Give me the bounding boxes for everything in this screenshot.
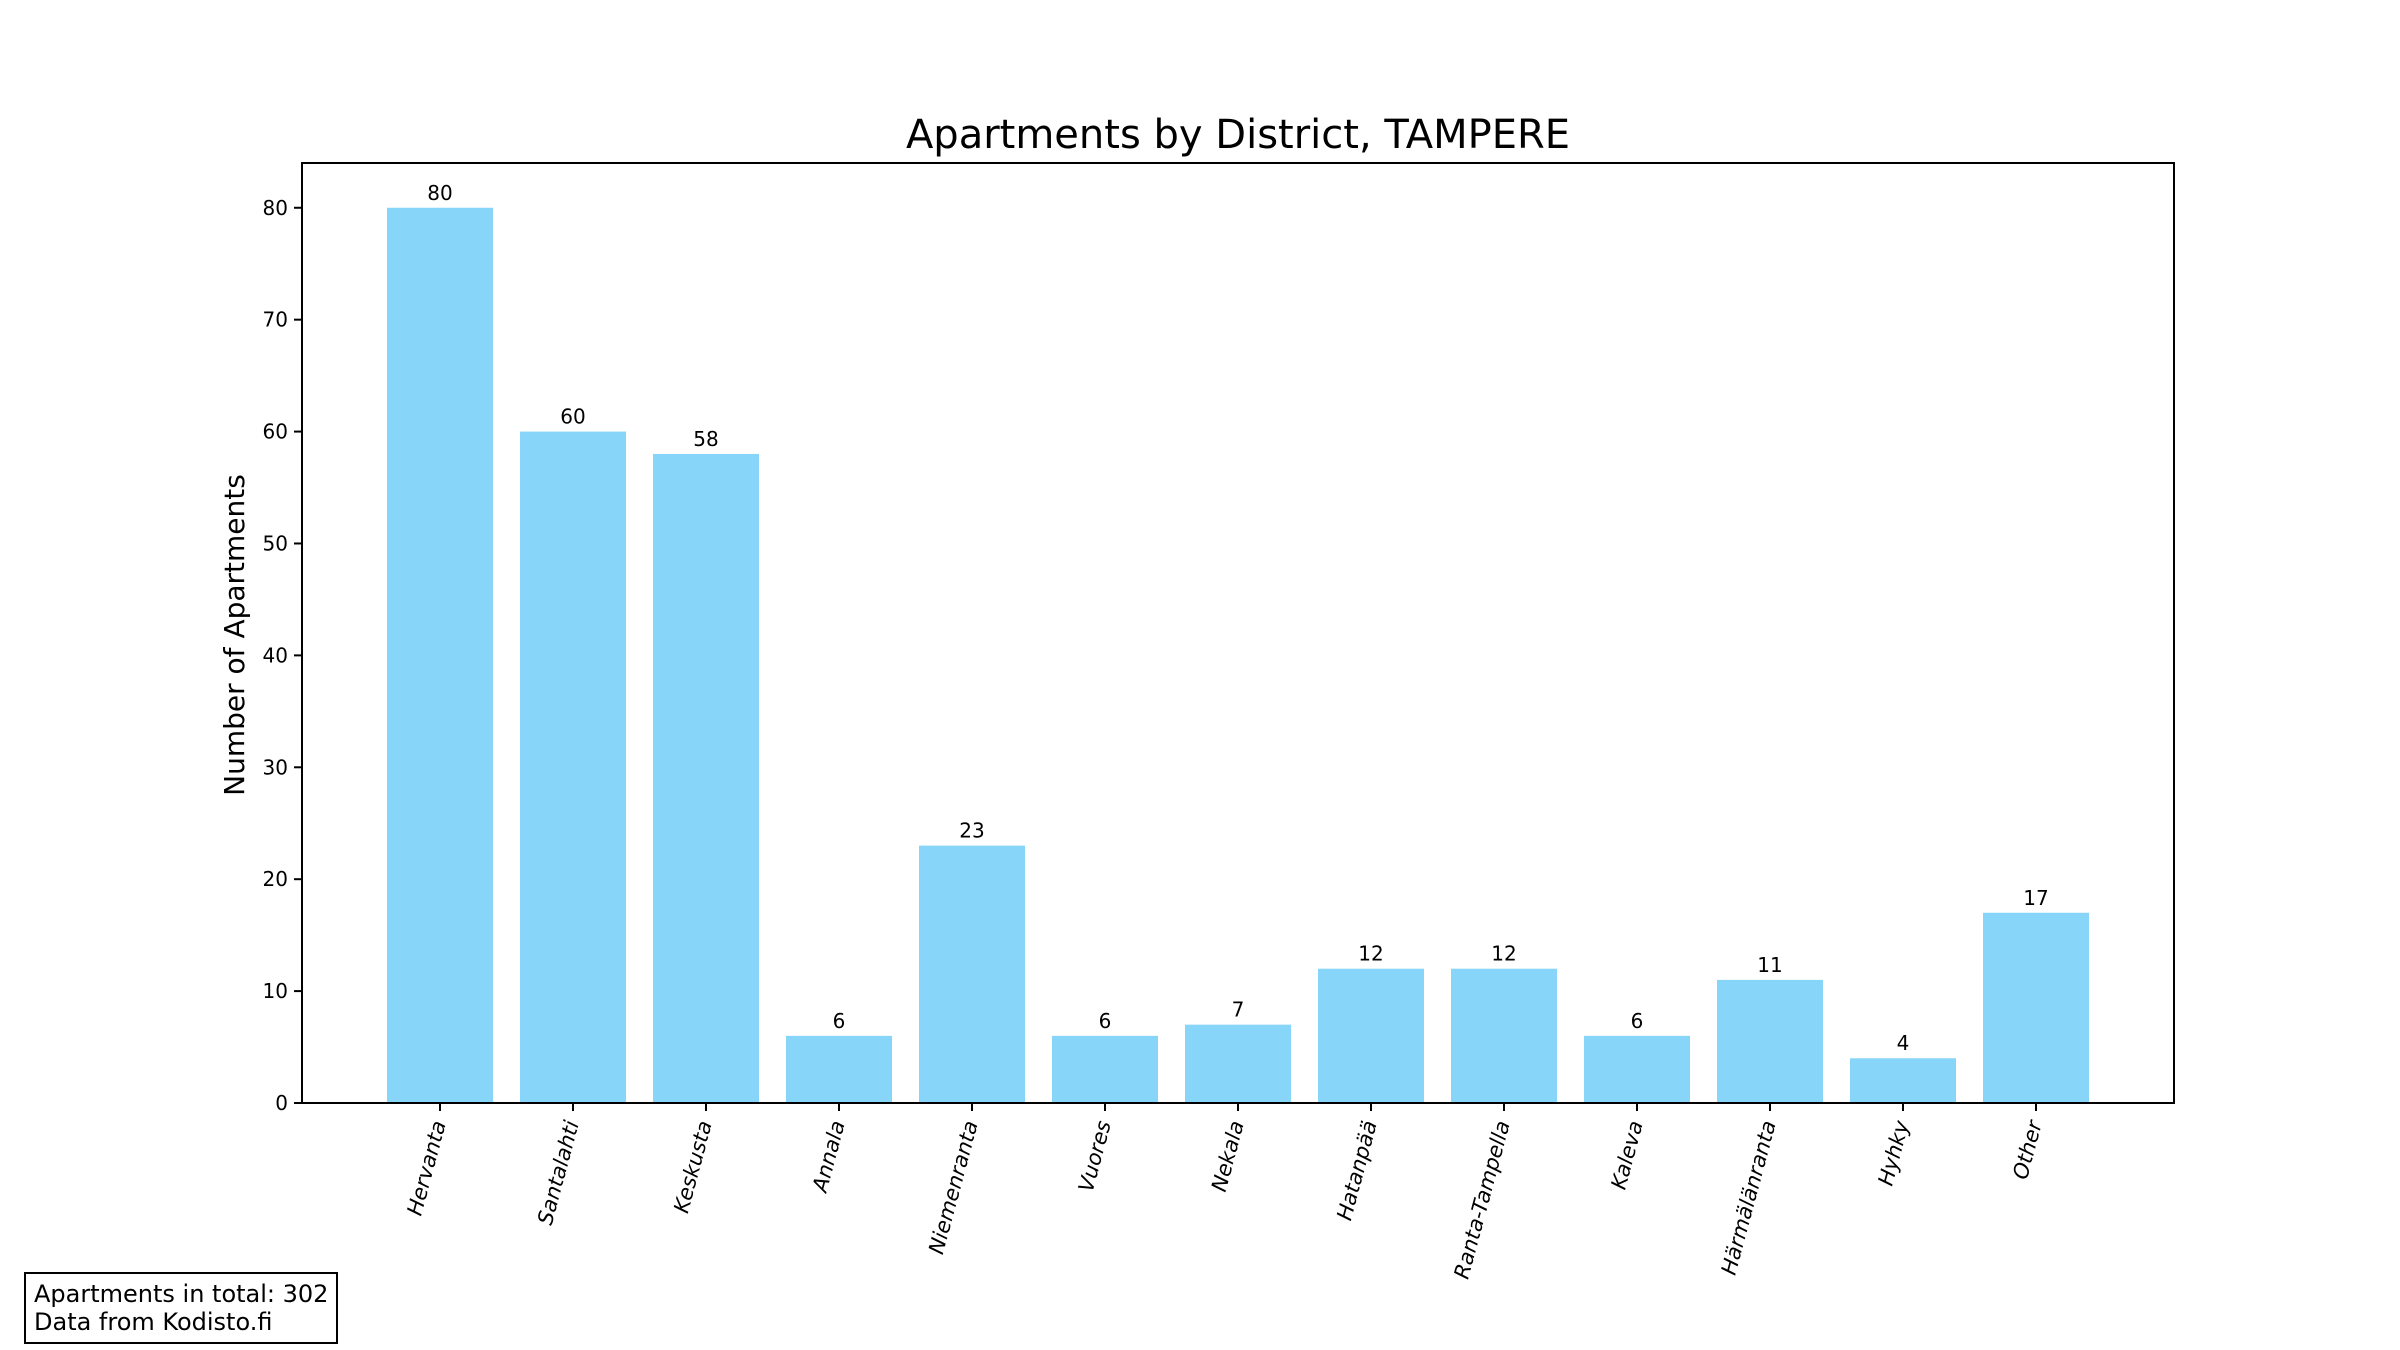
value-label: 12 [1358, 942, 1383, 966]
value-label: 6 [1099, 1009, 1112, 1033]
x-tick-label: Vuores [1074, 1118, 1116, 1194]
data-source-text: Data from Kodisto.fi [34, 1308, 273, 1336]
y-tick-label: 50 [263, 531, 288, 555]
bar-hatanpää [1318, 968, 1424, 1103]
value-label: 17 [2023, 886, 2048, 910]
bar-santalahti [520, 431, 626, 1104]
bar-other [1983, 912, 2089, 1103]
y-tick-label: 10 [263, 979, 288, 1003]
x-tick-label: Härmälänranta [1717, 1118, 1781, 1277]
bar-niemenranta [919, 845, 1025, 1103]
value-label: 11 [1757, 953, 1782, 977]
x-tick-label: Hyhky [1874, 1118, 1914, 1189]
x-tick-label: Keskusta [669, 1118, 717, 1215]
x-tick-label: Annala [807, 1118, 849, 1196]
value-label: 6 [1631, 1009, 1644, 1033]
bar-keskusta [653, 453, 759, 1103]
x-tick-label: Other [2008, 1117, 2047, 1182]
x-axis-ticks: Hervanta Santalahti Keskusta Annala Niemenra… [403, 1103, 2047, 1281]
bar-annala [786, 1035, 892, 1103]
x-tick-label: Ranta-Tampella [1450, 1118, 1515, 1281]
plot-frame [301, 162, 2175, 1104]
total-apartments-text: Apartments in total: 302 [34, 1280, 329, 1308]
chart-title: Apartments by District, TAMPERE [906, 112, 1570, 158]
x-tick-label: Hatanpää [1332, 1118, 1382, 1223]
y-tick-label: 0 [275, 1091, 288, 1115]
x-tick-label: Nekala [1207, 1118, 1249, 1194]
y-axis-label: Number of Apartments [218, 474, 251, 796]
value-label: 80 [427, 181, 452, 205]
bar-nekala [1185, 1024, 1291, 1103]
value-label: 58 [693, 427, 718, 451]
info-box: Apartments in total: 302 Data from Kodis… [24, 1272, 339, 1344]
y-tick-label: 40 [263, 643, 288, 667]
value-label: 23 [959, 819, 984, 843]
bar-vuores [1052, 1035, 1158, 1103]
y-tick-label: 80 [263, 196, 288, 220]
value-label: 7 [1232, 998, 1245, 1022]
x-tick-label: Santalahti [533, 1118, 584, 1227]
value-label: 4 [1897, 1031, 1910, 1055]
bars-group [387, 207, 2089, 1104]
value-label: 60 [560, 405, 585, 429]
bar-ranta-tampella [1451, 968, 1557, 1103]
x-tick-label: Kaleva [1607, 1118, 1648, 1192]
value-label: 6 [833, 1009, 846, 1033]
bar-kaleva [1584, 1035, 1690, 1103]
x-tick-label: Niemenranta [924, 1118, 983, 1257]
bar-härmälänranta [1717, 979, 1823, 1103]
y-tick-label: 30 [263, 755, 288, 779]
y-tick-label: 20 [263, 867, 288, 891]
x-tick-label: Hervanta [403, 1118, 451, 1218]
value-label: 12 [1491, 942, 1516, 966]
bar-hyhky [1850, 1058, 1956, 1103]
value-labels-group: 80 60 58 6 23 6 7 12 12 6 11 4 17 [427, 181, 2048, 1055]
y-tick-label: 60 [263, 420, 288, 444]
bar-hervanta [387, 207, 493, 1103]
y-axis-ticks: 0 10 20 30 40 50 60 70 80 [263, 196, 302, 1115]
y-tick-label: 70 [263, 308, 288, 332]
